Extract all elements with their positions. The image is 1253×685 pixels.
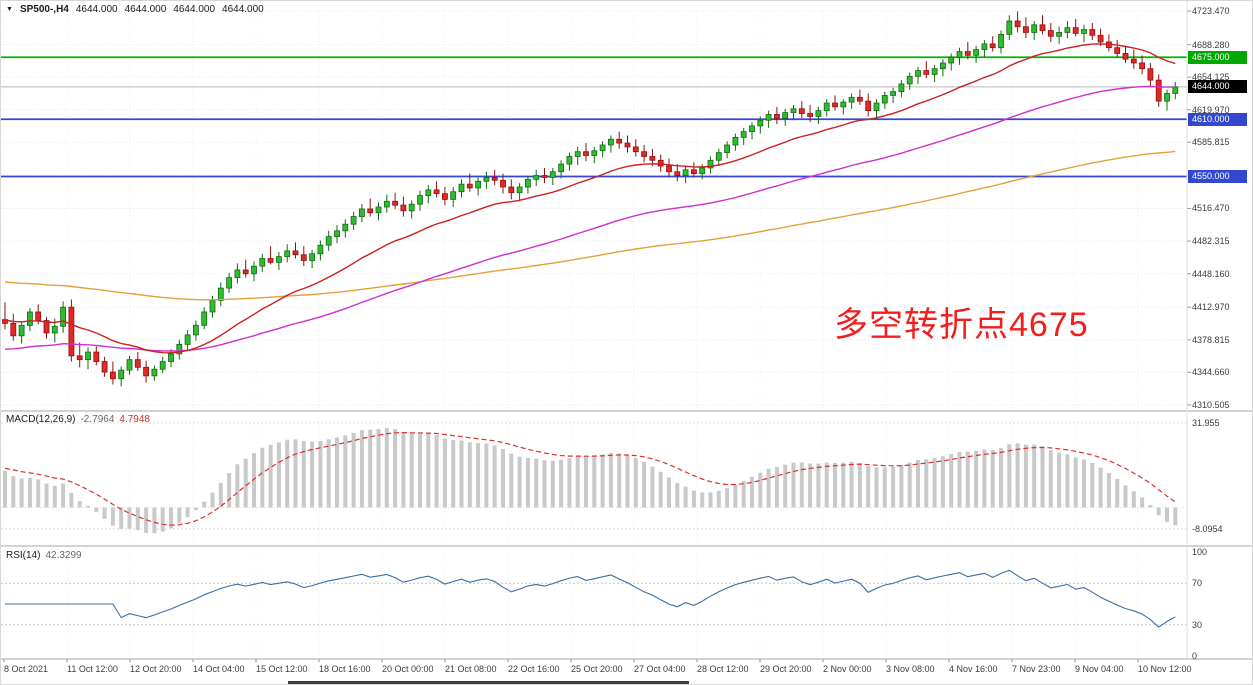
gridlines <box>1 10 1191 662</box>
time-axis-label: 9 Nov 04:00 <box>1075 664 1124 674</box>
time-axis-label: 28 Oct 12:00 <box>697 664 749 674</box>
time-axis-label: 8 Oct 2021 <box>4 664 49 674</box>
ohlc-header: ▼ SP500-,H4 4644.000 4644.000 4644.000 4… <box>6 4 264 15</box>
price-axis-label: 4344.660 <box>1192 367 1230 378</box>
open-value: 4644.000 <box>75 4 118 15</box>
time-axis-label: 22 Oct 16:00 <box>508 664 560 674</box>
rsi-axis-label: 30 <box>1192 619 1203 630</box>
symbol-period-label: SP500-,H4 <box>19 4 69 15</box>
rsi-value: 42.3299 <box>45 550 82 561</box>
price-axis-label: 4585.815 <box>1192 137 1230 148</box>
time-axis-label: 21 Oct 08:00 <box>445 664 497 674</box>
horizontal-scrollbar-thumb[interactable] <box>288 681 689 684</box>
time-axis-label: 11 Oct 12:00 <box>67 664 118 674</box>
price-level-badge: 4550.000 <box>1188 169 1247 183</box>
macd-histogram <box>3 427 1178 534</box>
price-axis-label: 4516.470 <box>1192 203 1230 214</box>
price-axis-label: 4688.280 <box>1192 39 1230 50</box>
close-value: 4644.000 <box>222 4 264 15</box>
price-axis-label: 4412.970 <box>1192 302 1230 313</box>
price-axis-label: 4723.470 <box>1192 6 1230 16</box>
price-level-badge: 4610.000 <box>1188 112 1247 126</box>
macd-main-value: -2.7964 <box>80 414 115 425</box>
time-axis-label: 10 Nov 12:00 <box>1138 664 1192 674</box>
time-axis-label: 27 Oct 04:00 <box>634 664 686 674</box>
price-axis-label: 4482.315 <box>1192 236 1230 247</box>
rsi-name: RSI(14) <box>6 550 41 561</box>
time-axis-label: 7 Nov 23:00 <box>1012 664 1061 674</box>
chart-collapse-icon[interactable]: ▼ <box>6 5 13 13</box>
price-axis-label: 4619.970 <box>1192 104 1230 115</box>
ma-mid-magenta <box>4 85 1176 352</box>
time-axis-label: 20 Oct 00:00 <box>382 664 434 674</box>
low-value: 4644.000 <box>173 4 216 15</box>
macd-name: MACD(12,26,9) <box>6 414 76 425</box>
time-axis-label: 25 Oct 20:00 <box>571 664 623 674</box>
price-axis-label: 4310.505 <box>1192 399 1230 410</box>
chart-text-annotation[interactable]: 多空转折点4675 <box>834 306 1089 344</box>
price-axis-label: 4378.815 <box>1192 334 1230 345</box>
time-axis-label: 12 Oct 20:00 <box>130 664 182 674</box>
rsi-line <box>5 569 1176 628</box>
time-axis-label: 3 Nov 08:00 <box>886 664 935 674</box>
price-level-badge: 4675.000 <box>1188 50 1247 64</box>
price-axis-label: 4654.125 <box>1192 72 1230 83</box>
time-axis-label: 2 Nov 00:00 <box>823 664 872 674</box>
ma-fast-red <box>4 43 1176 354</box>
macd-signal-line <box>4 431 1176 526</box>
rsi-axis-label: 100 <box>1192 547 1208 557</box>
time-axis-label: 18 Oct 16:00 <box>319 664 371 674</box>
rsi-axis-label: 0 <box>1192 651 1198 661</box>
time-axis-label: 4 Nov 16:00 <box>949 664 998 674</box>
macd-label: MACD(12,26,9) -2.7964 4.7948 <box>6 414 150 425</box>
macd-signal-value: 4.7948 <box>119 414 150 425</box>
price-axis-label: 4448.160 <box>1192 268 1230 279</box>
rsi-label: RSI(14) 42.3299 <box>6 550 82 561</box>
time-axis-label: 29 Oct 20:00 <box>760 664 812 674</box>
ma-slow-orange <box>4 150 1176 301</box>
time-axis-label: 15 Oct 12:00 <box>256 664 308 674</box>
high-value: 4644.000 <box>124 4 167 15</box>
macd-axis-label: 31.955 <box>1192 417 1220 428</box>
current-price-badge: 4644.000 <box>1188 80 1247 94</box>
macd-axis-label: -8.0954 <box>1192 523 1223 534</box>
rsi-axis-label: 70 <box>1192 578 1203 589</box>
candlestick-series <box>2 11 1179 387</box>
time-axis-label: 14 Oct 04:00 <box>193 664 245 674</box>
